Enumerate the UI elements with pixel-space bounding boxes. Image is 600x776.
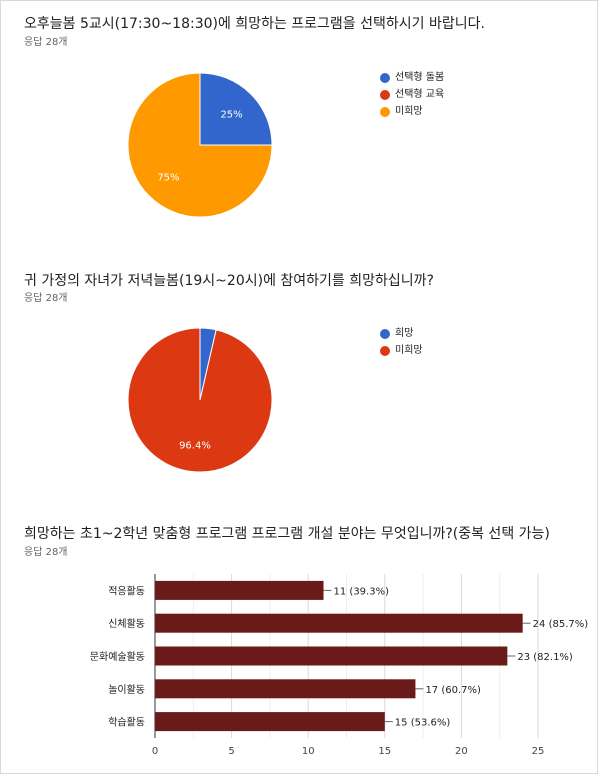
chart-1-pie: 25% 75% — [127, 72, 273, 218]
chart-1-legend-dot-1 — [380, 90, 390, 100]
chart-1-slice-label-0: 25% — [220, 109, 242, 120]
chart-1-legend-label-2: 미희망 — [395, 106, 423, 117]
chart-2-response-count: 응답 28개 — [24, 293, 68, 304]
chart-3-category-label-4: 학습활동 — [108, 716, 145, 729]
chart-1-legend-dot-0 — [380, 73, 390, 83]
chart-3-category-label-0: 적응활동 — [108, 584, 145, 597]
chart-3-bar-2 — [155, 646, 508, 666]
chart-3-data-label-1: 24 (85.7%) — [533, 619, 589, 630]
chart-3-bar: 적응활동 11 (39.3%) 신체활동 24 (85.7%) 문화예술활동 23 (82… — [90, 574, 589, 757]
chart-3-x-tick-label-2: 10 — [302, 746, 315, 757]
chart-3-x-tick-label-5: 25 — [532, 746, 545, 757]
chart-1-legend-label-1: 선택형 교육 — [395, 89, 445, 100]
chart-3-data-label-0: 11 (39.3%) — [334, 586, 390, 597]
chart-3-bar-1 — [155, 613, 523, 633]
chart-2-legend-dot-1 — [380, 346, 390, 356]
chart-2-legend-label-0: 희망 — [395, 328, 414, 339]
chart-3-data-label-2: 23 (82.1%) — [517, 652, 573, 663]
chart-2-legend-dot-0 — [380, 329, 390, 339]
chart-3-title: 희망하는 초1~2학년 맞춤형 프로그램 프로그램 개설 분야는 무엇입니까?(… — [24, 526, 550, 542]
chart-1-legend-label-0: 선택형 돌봄 — [395, 72, 445, 83]
chart-1-response-count: 응답 28개 — [24, 37, 68, 48]
chart-3-category-label-1: 신체활동 — [108, 617, 145, 630]
chart-1-title: 오후늘봄 5교시(17:30~18:30)에 희망하는 프로그램을 선택하시기 … — [24, 16, 485, 32]
chart-1-legend-dot-2 — [380, 107, 390, 117]
chart-3-bar-4 — [155, 712, 385, 732]
chart-3-data-label-3: 17 (60.7%) — [425, 685, 481, 696]
chart-3-data-label-4: 15 (53.6%) — [395, 718, 451, 729]
chart-3-x-tick-label-3: 15 — [378, 746, 391, 757]
chart-2-legend-label-1: 미희망 — [395, 345, 423, 356]
chart-2-slice-label-1: 96.4% — [179, 440, 211, 451]
chart-1-slice-0 — [199, 72, 273, 146]
chart-3-bar-0 — [155, 580, 324, 600]
chart-2-title: 귀 가정의 자녀가 저녁늘봄(19시~20시)에 참여하기를 희망하십니까? — [24, 273, 434, 289]
chart-3-category-label-2: 문화예술활동 — [90, 650, 145, 663]
chart-3-x-tick-label-0: 0 — [152, 746, 158, 757]
chart-1-slice-label-2: 75% — [157, 173, 179, 184]
chart-2-slice-1 — [127, 327, 273, 473]
chart-3-x-tick-label-1: 5 — [228, 746, 234, 757]
chart-2-pie: 96.4% — [127, 327, 273, 473]
chart-3-response-count: 응답 28개 — [24, 547, 68, 558]
chart-3-bar-3 — [155, 679, 416, 699]
chart-1-slice-2 — [127, 72, 273, 218]
chart-3-x-tick-label-4: 20 — [455, 746, 468, 757]
chart-3-category-label-3: 놀이활동 — [108, 683, 145, 696]
